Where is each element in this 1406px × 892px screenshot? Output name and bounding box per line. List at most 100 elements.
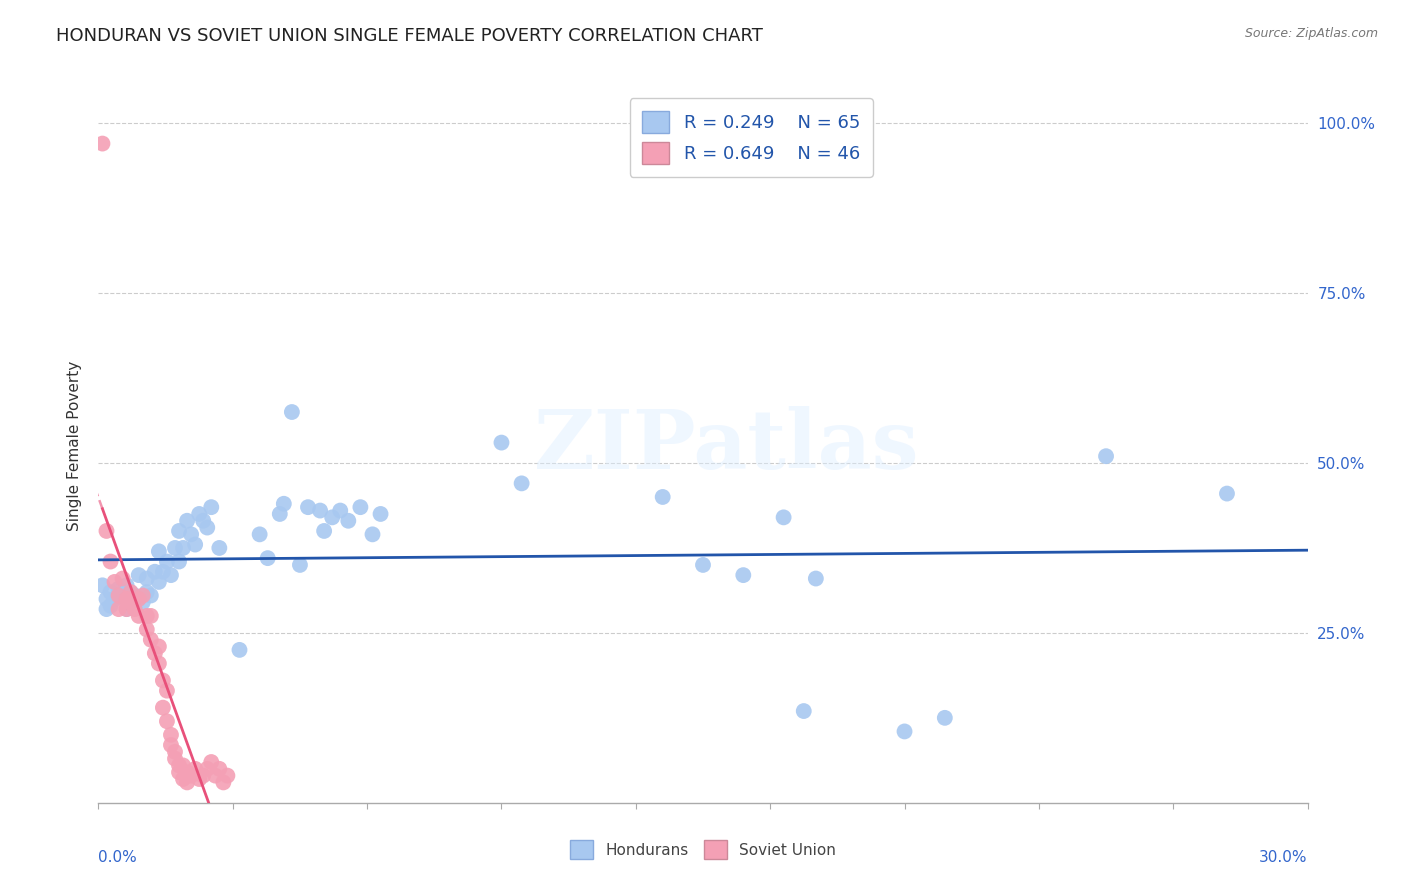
Point [804, 572, 827, 586]
Point [143, 565, 166, 579]
Text: ZIPatlas: ZIPatlas [534, 406, 920, 486]
Point [176, 775, 198, 789]
Point [195, 762, 218, 776]
Point [733, 568, 755, 582]
Point [934, 711, 956, 725]
Point [297, 500, 319, 515]
Point [176, 514, 198, 528]
Point [115, 602, 138, 616]
Point [167, 524, 190, 538]
Point [314, 524, 336, 538]
Text: HONDURAN VS SOVIET UNION SINGLE FEMALE POVERTY CORRELATION CHART: HONDURAN VS SOVIET UNION SINGLE FEMALE P… [56, 27, 763, 45]
Point [115, 578, 138, 592]
Point [111, 589, 134, 603]
Point [96, 602, 118, 616]
Point [160, 728, 183, 742]
Point [128, 568, 150, 582]
Point [370, 507, 392, 521]
Point [1095, 449, 1118, 463]
Point [256, 551, 278, 566]
Point [176, 765, 198, 780]
Point [124, 602, 146, 616]
Point [163, 541, 186, 555]
Text: Source: ZipAtlas.com: Source: ZipAtlas.com [1244, 27, 1378, 40]
Point [139, 589, 162, 603]
Point [349, 500, 371, 515]
Point [188, 507, 211, 521]
Point [103, 591, 125, 606]
Point [160, 568, 183, 582]
Point [115, 602, 138, 616]
Point [120, 585, 142, 599]
Point [96, 524, 118, 538]
Point [128, 608, 150, 623]
Point [491, 435, 513, 450]
Point [120, 585, 142, 599]
Point [107, 582, 129, 596]
Point [167, 765, 190, 780]
Point [200, 500, 222, 515]
Point [329, 503, 352, 517]
Point [180, 527, 202, 541]
Point [120, 595, 142, 609]
Point [793, 704, 815, 718]
Point [195, 520, 218, 534]
Point [148, 574, 170, 589]
Point [148, 640, 170, 654]
Point [100, 599, 122, 613]
Point [148, 657, 170, 671]
Point [143, 646, 166, 660]
Point [160, 738, 183, 752]
Legend: Hondurans, Soviet Union: Hondurans, Soviet Union [562, 832, 844, 866]
Point [651, 490, 673, 504]
Point [228, 643, 250, 657]
Point [204, 769, 226, 783]
Point [163, 745, 186, 759]
Point [172, 758, 194, 772]
Point [107, 589, 129, 603]
Point [193, 769, 215, 783]
Point [167, 758, 190, 772]
Text: 30.0%: 30.0% [1260, 850, 1308, 865]
Point [321, 510, 343, 524]
Point [208, 762, 231, 776]
Point [1216, 486, 1239, 500]
Point [208, 541, 231, 555]
Point [193, 514, 215, 528]
Point [184, 762, 207, 776]
Point [212, 775, 235, 789]
Point [135, 623, 157, 637]
Point [184, 537, 207, 551]
Point [156, 683, 179, 698]
Point [132, 589, 155, 603]
Point [152, 700, 174, 714]
Point [124, 589, 146, 603]
Point [156, 555, 179, 569]
Point [188, 772, 211, 786]
Point [288, 558, 311, 572]
Point [167, 555, 190, 569]
Point [273, 497, 295, 511]
Point [111, 572, 134, 586]
Point [135, 608, 157, 623]
Point [180, 769, 202, 783]
Point [249, 527, 271, 541]
Point [128, 591, 150, 606]
Point [100, 585, 122, 599]
Point [148, 544, 170, 558]
Point [692, 558, 714, 572]
Point [309, 503, 332, 517]
Point [91, 578, 114, 592]
Point [139, 608, 162, 623]
Point [152, 565, 174, 579]
Point [132, 595, 155, 609]
Point [135, 572, 157, 586]
Point [217, 769, 239, 783]
Point [135, 585, 157, 599]
Point [139, 632, 162, 647]
Point [107, 602, 129, 616]
Point [115, 591, 138, 606]
Point [510, 476, 533, 491]
Point [96, 591, 118, 606]
Point [128, 591, 150, 606]
